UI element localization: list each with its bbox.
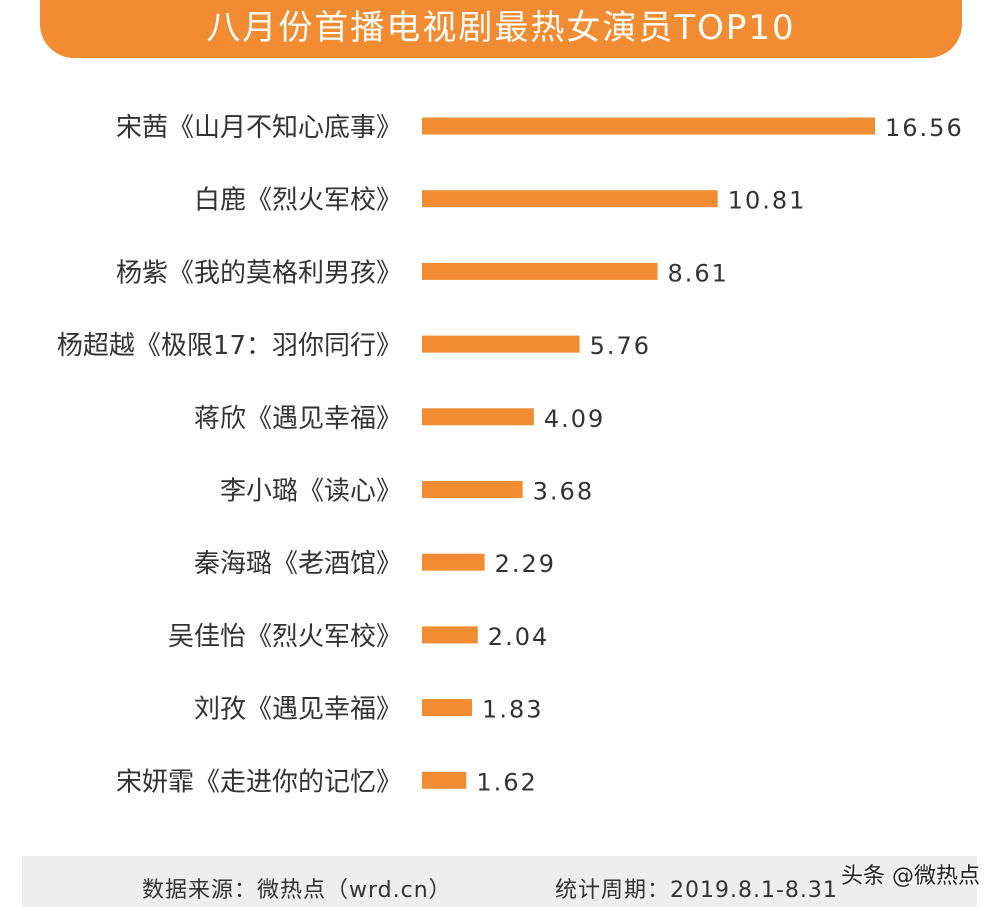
category-label: 蒋欣《遇见幸福》	[194, 404, 402, 434]
bars-layer: 宋茜《山月不知心底事》 16.56 白鹿《烈火军校》 10.81 杨紫《我的莫格利男孩》…	[57, 113, 964, 797]
category-label: 杨紫《我的莫格利男孩》	[116, 258, 402, 288]
bar	[422, 771, 467, 789]
bar	[422, 481, 523, 498]
stat-period-note: 统计周期：2019.8.1-8.31	[555, 878, 838, 903]
value-label: 2.29	[495, 550, 556, 578]
bar-chart: 宋茜《山月不知心底事》 16.56 白鹿《烈火军校》 10.81 杨紫《我的莫格利男孩》…	[57, 113, 964, 797]
value-label: 3.68	[533, 478, 594, 506]
value-label: 16.56	[885, 114, 964, 142]
category-label: 宋妍霏《走进你的记忆》	[116, 767, 402, 797]
bar	[422, 262, 658, 280]
bar	[422, 190, 718, 208]
category-label: 白鹿《烈火军校》	[194, 186, 402, 216]
chart-title: 八月份首播电视剧最热女演员TOP10	[206, 8, 796, 48]
bar	[422, 408, 534, 426]
data-source-note: 数据来源：微热点（wrd.cn）	[142, 878, 452, 903]
value-label: 5.76	[590, 332, 651, 360]
bar	[422, 699, 473, 717]
category-label: 吴佳怡《烈火军校》	[168, 622, 402, 652]
footer: 数据来源：微热点（wrd.cn） 统计周期：2019.8.1-8.31	[22, 856, 977, 907]
category-label: 李小璐《读心》	[220, 477, 402, 507]
value-label: 10.81	[728, 187, 807, 215]
value-label: 4.09	[544, 405, 605, 433]
category-label: 杨超越《极限17：羽你同行》	[57, 331, 402, 361]
category-label: 秦海璐《老酒馆》	[194, 549, 402, 579]
bar	[422, 553, 485, 571]
category-label: 刘孜《遇见幸福》	[194, 695, 402, 725]
value-label: 2.04	[488, 623, 549, 651]
value-label: 8.61	[668, 259, 729, 287]
value-label: 1.62	[476, 768, 537, 796]
watermark: 头条 @微热点	[841, 864, 980, 889]
value-label: 1.83	[482, 696, 543, 724]
bar	[422, 626, 478, 644]
bar	[422, 335, 580, 353]
bar	[422, 117, 875, 135]
title-banner: 八月份首播电视剧最热女演员TOP10	[40, 0, 962, 58]
category-label: 宋茜《山月不知心底事》	[116, 113, 402, 143]
